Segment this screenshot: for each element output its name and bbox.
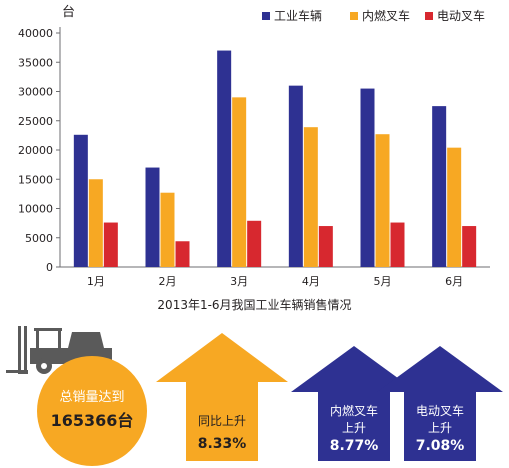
- bar: [375, 134, 390, 267]
- bar: [217, 50, 232, 267]
- up-arrow-icon: [156, 333, 288, 461]
- chart-bars: [73, 50, 477, 268]
- y-tick-label: 15000: [18, 173, 53, 186]
- electric-forklift-value: 7.08%: [415, 438, 465, 454]
- summary-section: 总销量达到 165366台 同比上升 8.33% 内燃叉车 上升 8.77% 电…: [0, 318, 509, 468]
- yoy-label: 同比上升: [197, 414, 246, 428]
- legend-label: 内燃叉车: [362, 8, 410, 23]
- chart-title: 2013年1-6月我国工业车辆销售情况: [157, 298, 352, 312]
- legend-label: 电动叉车: [437, 8, 485, 23]
- x-tick-label: 2月: [159, 275, 177, 288]
- y-tick-label: 20000: [18, 144, 53, 157]
- y-tick-label: 5000: [25, 232, 53, 245]
- total-sales-value: 165366台: [50, 411, 134, 430]
- bar: [360, 88, 375, 267]
- y-tick-label: 0: [46, 261, 53, 274]
- bar: [462, 226, 477, 267]
- electric-forklift-label: 电动叉车: [415, 404, 464, 418]
- chart-axes: 台 0 5000 10000 15000 20000 25000 30000 35000 4000…: [18, 5, 490, 288]
- bar: [432, 106, 447, 267]
- bar: [288, 85, 303, 268]
- bar: [88, 179, 103, 267]
- legend-swatch: [262, 12, 270, 20]
- bar: [390, 222, 405, 267]
- legend-swatch: [350, 12, 358, 20]
- bar: [73, 134, 88, 267]
- x-tick-label: 3月: [230, 275, 248, 288]
- yoy-value: 8.33%: [197, 436, 247, 452]
- legend-label: 工业车辆: [274, 8, 322, 23]
- electric-rise-label: 上升: [427, 421, 452, 435]
- y-tick-label: 25000: [18, 115, 53, 128]
- ic-forklift-label: 内燃叉车: [329, 404, 378, 418]
- bar: [303, 127, 318, 267]
- y-axis-label: 台: [62, 5, 75, 20]
- bar: [447, 147, 462, 267]
- bar: [318, 226, 333, 267]
- total-sales-label: 总销量达到: [59, 390, 125, 405]
- y-tick-label: 10000: [18, 203, 53, 216]
- y-tick-label: 35000: [18, 56, 53, 69]
- bar: [247, 220, 262, 267]
- total-sales-circle: [37, 356, 147, 466]
- x-tick-label: 1月: [87, 275, 105, 288]
- y-tick-label: 40000: [18, 27, 53, 40]
- up-arrow-icon: [291, 346, 417, 461]
- bar: [232, 97, 247, 267]
- x-tick-label: 5月: [374, 275, 392, 288]
- bar: [160, 192, 175, 267]
- sales-bar-chart: 台 0 5000 10000 15000 20000 25000 30000 35000 4000…: [18, 5, 490, 288]
- x-tick-label: 6月: [445, 275, 463, 288]
- y-tick-label: 30000: [18, 86, 53, 99]
- ic-rise-label: 上升: [341, 421, 366, 435]
- bar: [103, 222, 118, 267]
- bar: [145, 167, 160, 267]
- legend-swatch: [425, 12, 433, 20]
- chart-legend: 工业车辆 内燃叉车 电动叉车: [262, 8, 485, 23]
- x-tick-label: 4月: [302, 275, 320, 288]
- ic-forklift-value: 8.77%: [329, 438, 379, 454]
- bar: [175, 241, 190, 267]
- up-arrow-icon: [377, 346, 503, 461]
